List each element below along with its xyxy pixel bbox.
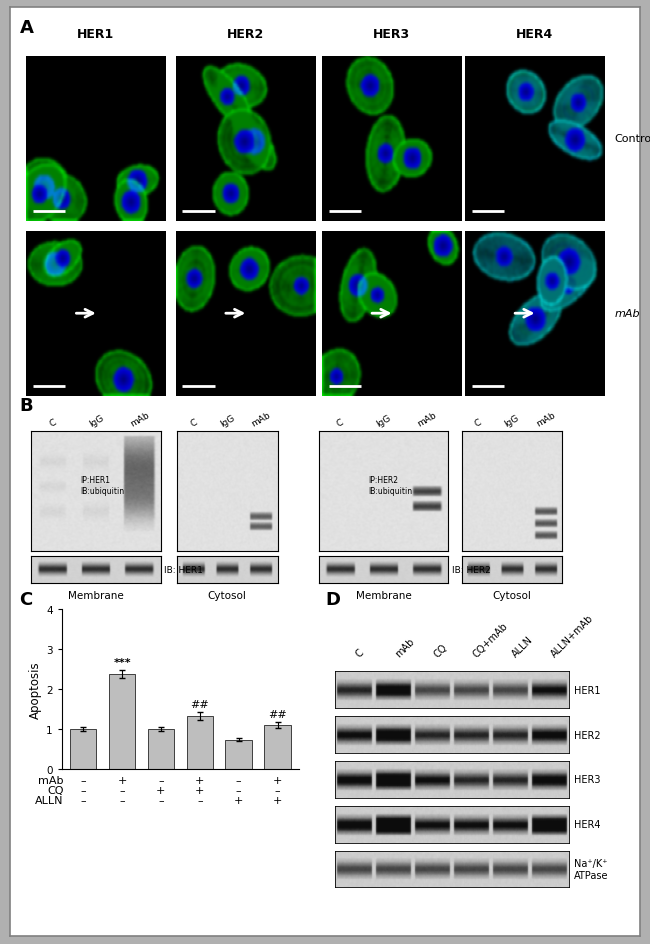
Text: IB: HER1: IB: HER1 bbox=[164, 565, 203, 574]
Text: –: – bbox=[236, 776, 242, 785]
Text: mAb: mAb bbox=[250, 411, 272, 429]
Bar bbox=[187, 716, 213, 769]
Text: +: + bbox=[234, 795, 243, 805]
Text: +: + bbox=[273, 795, 282, 805]
Text: –: – bbox=[197, 795, 203, 805]
Text: B: B bbox=[20, 396, 33, 414]
Text: mAb: mAb bbox=[393, 636, 416, 659]
Text: +: + bbox=[156, 785, 166, 795]
Text: Membrane: Membrane bbox=[68, 591, 124, 600]
Text: HER1: HER1 bbox=[574, 685, 601, 695]
Text: –: – bbox=[119, 795, 125, 805]
Bar bbox=[70, 729, 96, 769]
Text: CQ+mAb: CQ+mAb bbox=[471, 620, 510, 659]
Text: HER4: HER4 bbox=[516, 27, 553, 41]
Text: –: – bbox=[158, 795, 164, 805]
Text: C: C bbox=[335, 417, 345, 429]
Text: HER3: HER3 bbox=[373, 27, 410, 41]
Text: IgG: IgG bbox=[218, 413, 236, 429]
Text: IgG: IgG bbox=[87, 413, 105, 429]
Text: HER2: HER2 bbox=[574, 730, 601, 740]
Text: –: – bbox=[236, 785, 242, 795]
Text: mAb: mAb bbox=[128, 411, 151, 429]
Text: –: – bbox=[81, 785, 86, 795]
Text: ALLN: ALLN bbox=[510, 634, 535, 659]
Text: mAb: mAb bbox=[415, 411, 438, 429]
Bar bbox=[109, 674, 135, 769]
Text: –: – bbox=[275, 785, 280, 795]
Text: +: + bbox=[273, 776, 282, 785]
Text: Membrane: Membrane bbox=[356, 591, 411, 600]
Text: C: C bbox=[20, 590, 32, 608]
Text: +: + bbox=[118, 776, 127, 785]
Text: mAb: mAb bbox=[614, 309, 640, 319]
Text: Cytosol: Cytosol bbox=[208, 591, 246, 600]
Text: HER4: HER4 bbox=[574, 819, 601, 829]
Text: –: – bbox=[81, 776, 86, 785]
Text: ##: ## bbox=[190, 700, 209, 709]
Text: IgG: IgG bbox=[374, 413, 393, 429]
Text: C: C bbox=[188, 417, 198, 429]
Text: HER3: HER3 bbox=[574, 774, 601, 784]
Text: D: D bbox=[325, 590, 340, 608]
Text: +: + bbox=[195, 785, 205, 795]
Text: CQ: CQ bbox=[47, 785, 64, 795]
Text: IgG: IgG bbox=[503, 413, 521, 429]
Text: A: A bbox=[20, 19, 33, 37]
Text: ALLN+mAb: ALLN+mAb bbox=[549, 613, 595, 659]
Text: mAb: mAb bbox=[534, 411, 556, 429]
Text: +: + bbox=[195, 776, 205, 785]
Text: IP:HER1
IB:ubiquitin: IP:HER1 IB:ubiquitin bbox=[81, 475, 125, 496]
Text: C: C bbox=[48, 417, 58, 429]
Text: IB: HER2: IB: HER2 bbox=[452, 565, 491, 574]
Bar bbox=[226, 740, 252, 769]
Text: CQ: CQ bbox=[432, 642, 450, 659]
Text: mAb: mAb bbox=[38, 776, 64, 785]
Text: Cytosol: Cytosol bbox=[493, 591, 531, 600]
Y-axis label: Apoptosis: Apoptosis bbox=[29, 661, 42, 717]
Text: HER1: HER1 bbox=[77, 27, 114, 41]
Text: Na⁺/K⁺
ATPase: Na⁺/K⁺ ATPase bbox=[574, 858, 608, 880]
Bar bbox=[265, 725, 291, 769]
Text: C: C bbox=[473, 417, 483, 429]
Text: –: – bbox=[158, 776, 164, 785]
Text: ##: ## bbox=[268, 710, 287, 719]
Text: IP:HER2
IB:ubiquitin: IP:HER2 IB:ubiquitin bbox=[368, 475, 412, 496]
Text: ***: *** bbox=[113, 657, 131, 667]
Text: Control: Control bbox=[614, 134, 650, 144]
Bar bbox=[148, 729, 174, 769]
Text: –: – bbox=[81, 795, 86, 805]
Text: ALLN: ALLN bbox=[35, 795, 64, 805]
Text: C: C bbox=[354, 647, 366, 659]
Text: –: – bbox=[119, 785, 125, 795]
Text: HER2: HER2 bbox=[227, 27, 264, 41]
